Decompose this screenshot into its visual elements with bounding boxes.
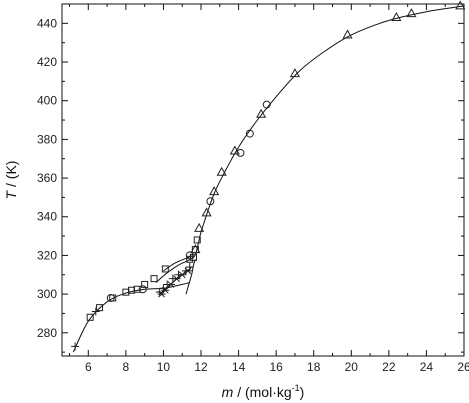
y-tick-label: 340 [37, 210, 57, 224]
x-tick-label: 18 [307, 360, 321, 374]
asterisk-marker [172, 275, 181, 282]
x-axis-exponent: -1 [292, 383, 300, 393]
square-marker [150, 275, 158, 283]
x-tick-label: 20 [345, 360, 359, 374]
triangle-marker [289, 68, 300, 78]
x-tick-label: 8 [123, 360, 130, 374]
cross-marker [91, 307, 100, 316]
square-marker [141, 280, 149, 288]
x-tick-label: 22 [382, 360, 396, 374]
triangle-marker [406, 8, 417, 18]
x-axis-unit: / (mol·kg [233, 384, 291, 400]
square-marker [133, 285, 141, 293]
y-axis-ticks: 280 300 320 340 360 380 400 420 440 [37, 16, 464, 353]
x-tick-label: 26 [457, 360, 469, 374]
y-tick-label: 320 [37, 248, 57, 262]
x-tick-label: 24 [420, 360, 434, 374]
fit-curve [72, 282, 190, 353]
x-axis-close: ) [300, 384, 305, 400]
triangle-marker [342, 29, 353, 39]
circle-marker [138, 285, 147, 294]
y-tick-label: 400 [37, 94, 57, 108]
triangle-marker [201, 207, 212, 217]
y-tick-label: 360 [37, 171, 57, 185]
triangle-marker [391, 12, 402, 22]
x-tick-label: 16 [269, 360, 283, 374]
x-tick-label: 10 [157, 360, 171, 374]
triangle-marker [229, 145, 240, 155]
y-tick-label: 440 [37, 16, 57, 30]
circle-marker [206, 197, 215, 206]
y-tick-label: 380 [37, 132, 57, 146]
fit-curve [155, 5, 465, 283]
circle-marker [236, 148, 245, 157]
plot-area [61, 0, 466, 357]
y-tick-label: 280 [37, 326, 57, 340]
y-axis-symbol: T [3, 189, 19, 199]
x-axis-title: m / (mol·kg-1) [222, 383, 305, 400]
square-marker [96, 304, 104, 312]
circle-marker [185, 251, 194, 260]
square-marker [86, 313, 94, 321]
y-axis-unit: / (K) [3, 161, 19, 191]
triangle-marker [455, 0, 466, 10]
triangle-marker [256, 108, 267, 118]
fit-curves [72, 5, 465, 353]
y-tick-label: 300 [37, 287, 57, 301]
asterisk-marker [183, 267, 192, 275]
triangle-marker [194, 222, 205, 232]
x-tick-label: 12 [194, 360, 208, 374]
circle-marker [106, 293, 115, 302]
triangle-marker [190, 244, 201, 254]
y-tick-label: 420 [37, 55, 57, 69]
y-axis-title: T / (K) [3, 161, 19, 200]
circle-marker [262, 100, 271, 109]
x-tick-label: 14 [232, 360, 246, 374]
asterisk-marker [178, 271, 187, 279]
triangle-marker [209, 186, 220, 196]
x-tick-label: 6 [85, 360, 92, 374]
asterisk-marker [161, 286, 170, 294]
square-marker [186, 255, 194, 263]
asterisk-marker [166, 281, 175, 288]
x-axis-symbol: m [222, 384, 234, 400]
square-marker [193, 236, 201, 244]
cross-marker [71, 342, 80, 351]
fit-curve [185, 259, 196, 295]
plot-frame [61, 3, 465, 357]
data-markers [71, 0, 466, 351]
x-axis-ticks: 6 8 10 12 14 16 18 20 22 24 26 [69, 4, 469, 374]
square-marker [161, 265, 169, 273]
triangle-marker [216, 166, 227, 176]
circle-marker [245, 129, 254, 138]
